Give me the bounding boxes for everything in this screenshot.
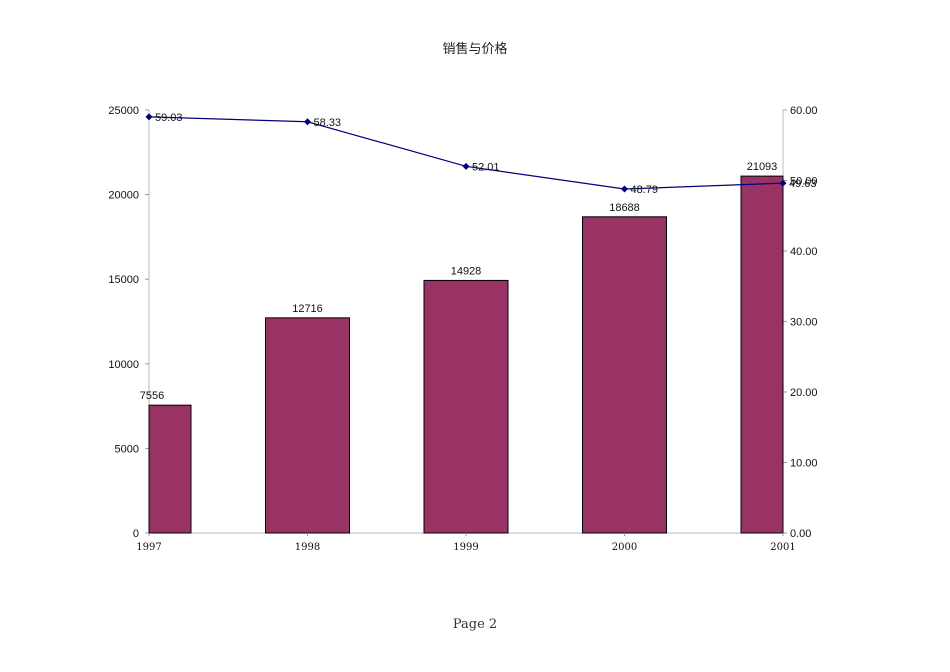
page-footer: Page 2 — [452, 617, 498, 632]
line-point — [779, 179, 787, 187]
left-tick-label: 25000 — [108, 105, 139, 117]
left-tick-label: 5000 — [115, 443, 139, 455]
right-tick-label: 10.00 — [790, 458, 818, 470]
x-tick-label: 1998 — [295, 542, 320, 553]
x-tick-label: 1997 — [136, 542, 161, 553]
right-tick-label: 30.00 — [790, 317, 818, 329]
bar — [265, 317, 350, 534]
line-value-label: 58.33 — [314, 117, 342, 129]
x-tick-label: 1999 — [453, 542, 478, 553]
line-point — [462, 162, 470, 170]
left-tick-label: 15000 — [108, 274, 139, 286]
left-tick-label: 10000 — [108, 359, 139, 371]
line-value-label: 52.01 — [472, 161, 500, 173]
right-tick-label: 60.00 — [790, 105, 818, 117]
chart-title: 销售与价格 — [442, 42, 508, 57]
bar-value-label: 18688 — [609, 202, 640, 214]
line-point — [145, 113, 153, 121]
right-tick-label: 50.00 — [790, 176, 818, 188]
bar — [423, 279, 509, 534]
bar — [148, 404, 192, 534]
bar — [740, 175, 784, 534]
right-tick-label: 40.00 — [790, 246, 818, 258]
line-point — [621, 185, 628, 193]
price-line — [148, 116, 784, 190]
bar-value-label: 12716 — [292, 303, 323, 315]
line-point — [304, 118, 311, 126]
bar-value-label: 7556 — [140, 390, 164, 402]
bar-value-label: 14928 — [451, 265, 482, 277]
line-value-label: 48.79 — [631, 184, 659, 196]
x-tick-label: 2001 — [770, 542, 795, 553]
line-value-label: 59.03 — [155, 112, 183, 124]
right-tick-label: 0.00 — [790, 528, 811, 540]
bar — [582, 216, 667, 534]
right-tick-label: 20.00 — [790, 387, 818, 399]
line-value-label: 49.63 — [789, 178, 817, 190]
left-tick-label: 20000 — [108, 190, 139, 202]
left-tick-label: 0 — [133, 528, 139, 540]
x-tick-label: 2000 — [612, 542, 637, 553]
bar-value-label: 21093 — [747, 161, 778, 173]
